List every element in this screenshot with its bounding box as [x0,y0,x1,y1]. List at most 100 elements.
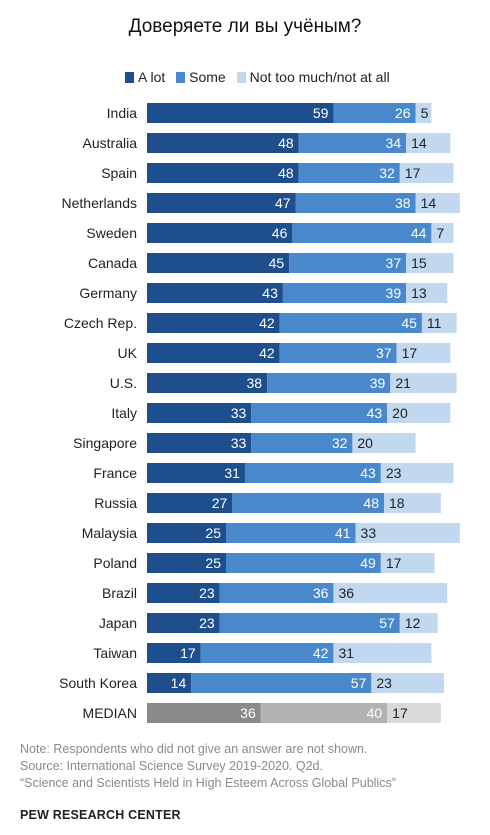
bar-brazil-some [219,583,334,603]
bar-netherlands-not-too-much-not-at-all [415,193,460,213]
data-label-france-a-lot: 31 [224,465,240,481]
category-label-spain: Spain [101,165,137,181]
category-label-italy: Italy [111,405,137,421]
bar-malaysia-not-too-much-not-at-all [355,523,460,543]
data-label-u-s-some: 39 [370,375,386,391]
data-label-australia-some: 34 [386,135,402,151]
data-label-uk-not-too-much-not-at-all: 17 [402,345,418,361]
bar-italy-not-too-much-not-at-all [387,403,451,423]
bar-spain-a-lot [147,163,299,183]
data-label-sweden-not-too-much-not-at-all: 7 [436,225,444,241]
legend-label-a-lot: A lot [138,69,166,86]
bar-netherlands-a-lot [147,193,296,213]
bar-india-some [333,103,416,123]
data-label-singapore-not-too-much-not-at-all: 20 [357,435,373,451]
data-label-netherlands-not-too-much-not-at-all: 14 [421,195,437,211]
data-label-uk-some: 37 [376,345,392,361]
bar-australia-some [298,133,407,153]
category-label-czech-rep: Czech Rep. [64,315,137,331]
data-label-median-a-lot: 36 [240,705,256,721]
data-label-malaysia-not-too-much-not-at-all: 33 [361,525,377,541]
category-label-malaysia: Malaysia [82,525,137,541]
bar-india-not-too-much-not-at-all [415,103,432,123]
bar-taiwan-some [200,643,334,663]
bar-italy-some [251,403,388,423]
bar-uk-some [279,343,397,363]
bar-canada-a-lot [147,253,290,273]
bar-russia-not-too-much-not-at-all [384,493,441,513]
data-label-taiwan-some: 42 [313,645,329,661]
bar-france-not-too-much-not-at-all [380,463,454,483]
data-label-median-not-too-much-not-at-all: 17 [392,705,408,721]
data-label-spain-some: 32 [379,165,395,181]
data-label-sweden-some: 44 [411,225,427,241]
category-label-russia: Russia [94,495,137,511]
bar-malaysia-some [226,523,356,543]
data-label-czech-rep-a-lot: 42 [259,315,275,331]
category-label-south-korea: South Korea [59,675,137,691]
category-label-taiwan: Taiwan [93,645,137,661]
data-label-germany-a-lot: 43 [262,285,278,301]
bar-u-s-some [267,373,391,393]
bar-australia-a-lot [147,133,299,153]
bar-poland-a-lot [147,553,226,573]
legend-item-a-lot: A lot [125,69,165,85]
legend-item-not-too-much: Not too much/not at all [236,69,390,86]
bar-italy-a-lot [147,403,252,423]
data-label-canada-a-lot: 45 [269,255,285,271]
bar-germany-some [282,283,407,303]
bar-france-some [244,463,381,483]
bar-singapore-some [251,433,353,453]
data-label-germany-some: 39 [386,285,402,301]
bar-netherlands-some [295,193,416,213]
data-label-south-korea-not-too-much-not-at-all: 23 [376,675,392,691]
bar-u-s-a-lot [147,373,268,393]
data-label-south-korea-some: 57 [351,675,367,691]
data-label-russia-some: 48 [363,495,379,511]
data-label-brazil-not-too-much-not-at-all: 36 [338,585,354,601]
data-label-spain-not-too-much-not-at-all: 17 [405,165,421,181]
data-label-india-a-lot: 59 [313,105,329,121]
bar-brazil-a-lot [147,583,220,603]
data-label-india-not-too-much-not-at-all: 5 [421,105,429,121]
data-label-france-some: 43 [360,465,376,481]
data-label-czech-rep-some: 45 [401,315,417,331]
chart-notes: Note: Respondents who did not give an an… [20,741,396,792]
bar-u-s-not-too-much-not-at-all [390,373,457,393]
data-label-brazil-some: 36 [313,585,329,601]
legend-swatch-not-too-much [236,72,246,84]
source-organization: PEW RESEARCH CENTER [20,808,181,822]
category-label-india: India [107,105,138,121]
data-label-poland-a-lot: 25 [205,555,221,571]
category-label-canada: Canada [88,255,137,271]
bar-taiwan-a-lot [147,643,201,663]
category-label-median: MEDIAN [83,705,137,721]
data-label-singapore-a-lot: 33 [231,435,247,451]
data-label-canada-not-too-much-not-at-all: 15 [411,255,427,271]
bar-canada-not-too-much-not-at-all [406,253,454,273]
data-label-singapore-some: 32 [332,435,348,451]
data-label-australia-not-too-much-not-at-all: 14 [411,135,427,151]
data-label-italy-a-lot: 33 [231,405,247,421]
stacked-bar-chart: India 59 26 5 Australia 48 34 14 Spain 48 32 17 Neth… [59,103,460,723]
bar-south-korea-a-lot [147,673,192,693]
legend-swatch-a-lot [125,72,134,84]
bar-germany-not-too-much-not-at-all [406,283,448,303]
bar-taiwan-not-too-much-not-at-all [333,643,432,663]
data-label-brazil-a-lot: 23 [199,585,215,601]
data-label-france-not-too-much-not-at-all: 23 [386,465,402,481]
bar-singapore-a-lot [147,433,252,453]
source-line: Source: International Science Survey 201… [20,759,323,773]
data-label-japan-some: 57 [379,615,395,631]
legend-swatch-some [176,72,186,84]
legend-label-not-too-much: Not too much/not at all [249,69,390,86]
data-label-sweden-a-lot: 46 [272,225,288,241]
bar-malaysia-a-lot [147,523,226,543]
bar-median-not-too-much-not-at-all [387,703,441,723]
category-label-germany: Germany [79,285,137,301]
bar-uk-a-lot [147,343,280,363]
bar-median-a-lot [147,703,261,723]
category-label-uk: UK [118,345,138,361]
data-label-south-korea-a-lot: 14 [171,675,187,691]
data-label-poland-some: 49 [360,555,376,571]
